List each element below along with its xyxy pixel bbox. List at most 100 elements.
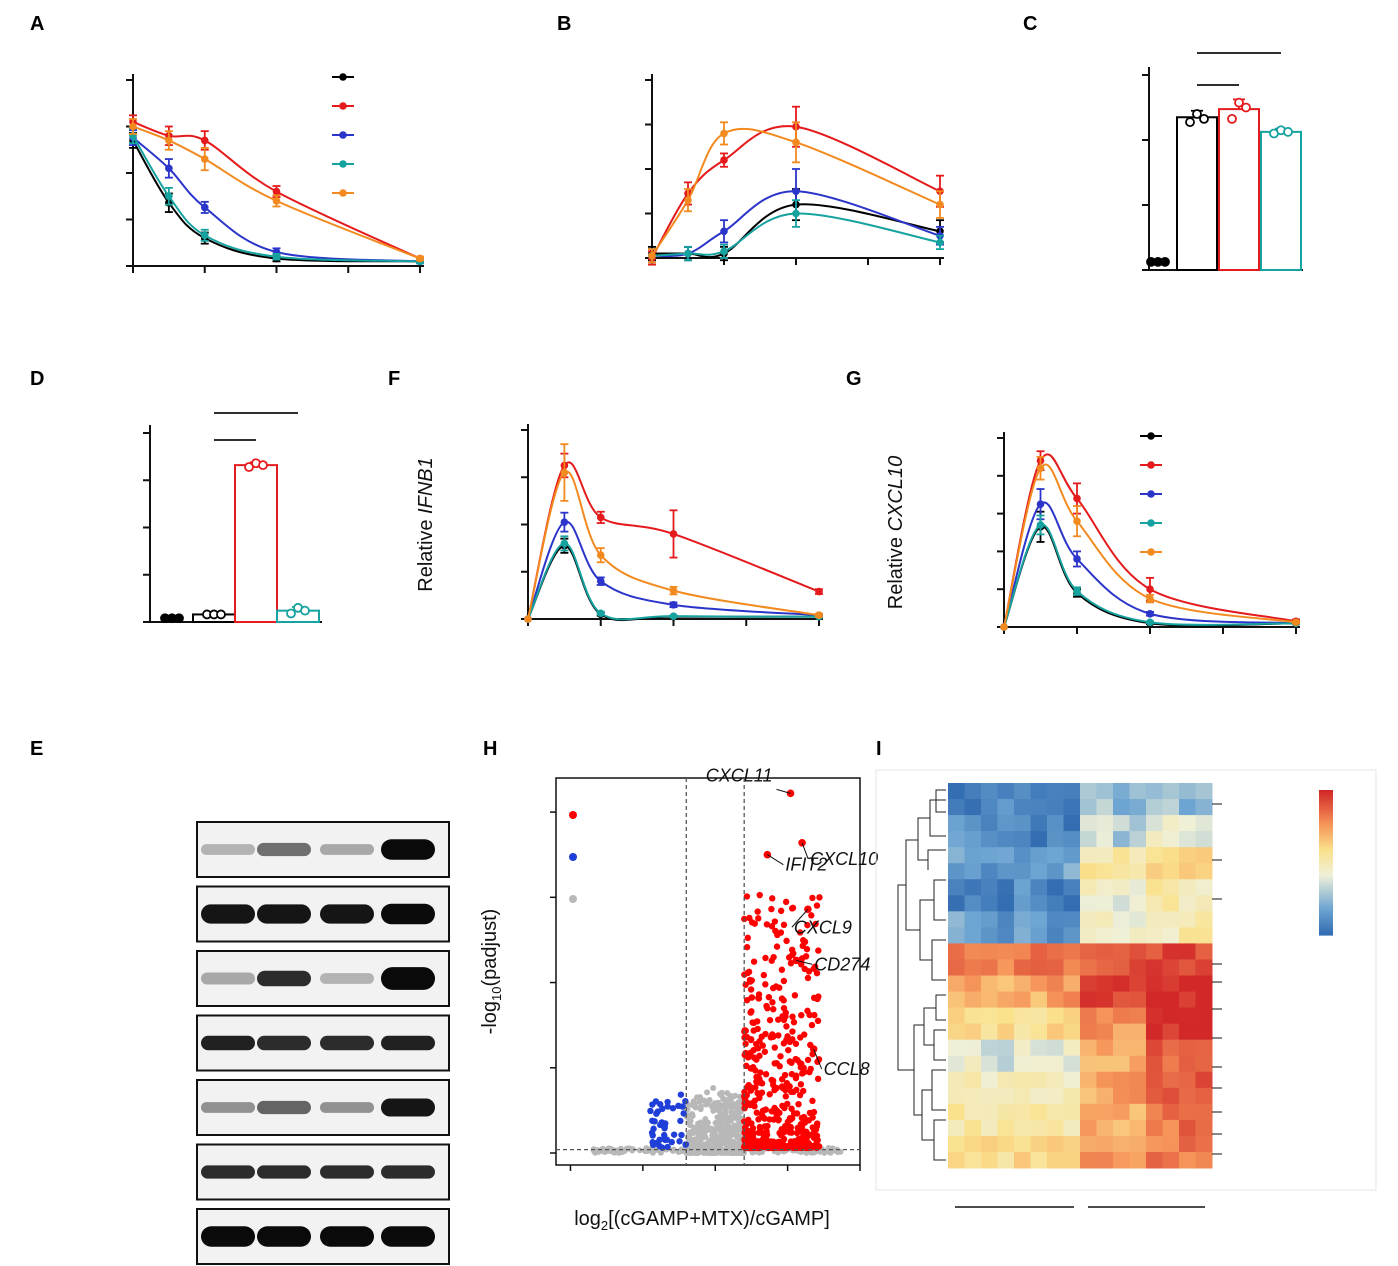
scatter-point-up — [768, 905, 775, 913]
heatmap-cell — [964, 863, 982, 880]
y-axis-label-part-0: -log — [479, 1001, 501, 1034]
heatmap-cell — [948, 879, 965, 896]
scatter-point-up — [771, 918, 779, 925]
scatter-point-up — [780, 1004, 788, 1012]
heatmap-cell — [1162, 1103, 1180, 1121]
heatmap-cell — [1014, 783, 1031, 800]
panel-c-chart — [1142, 52, 1303, 271]
heatmap-cell — [1063, 863, 1081, 880]
heatmap-cell — [1146, 943, 1163, 960]
heatmap-cell — [981, 1023, 998, 1041]
data-point — [648, 251, 656, 260]
scatter-point-up — [814, 1075, 822, 1083]
heatmap-cell — [1030, 991, 1048, 1009]
heatmap-cell — [1146, 1039, 1163, 1057]
heatmap-cell — [1129, 927, 1147, 944]
scatter-point-up — [782, 1093, 790, 1100]
heatmap-cell — [1096, 863, 1114, 880]
data-point — [200, 136, 209, 145]
heatmap-cell — [1113, 815, 1130, 832]
scatter-point-other — [685, 1145, 692, 1152]
scatter-point-up — [796, 929, 804, 936]
scatter-point-up — [773, 1059, 780, 1067]
heatmap-cell — [948, 1071, 965, 1089]
scatter-point-up — [769, 999, 776, 1006]
heatmap-cell — [948, 959, 965, 976]
heatmap-cell — [1179, 1023, 1196, 1041]
scatter-point-up — [780, 977, 788, 985]
heatmap-cell — [1129, 799, 1147, 816]
scatter-point-up — [804, 1056, 812, 1064]
data-point — [1000, 623, 1008, 631]
scatter-point-up — [748, 994, 755, 1001]
dendrogram-branch — [923, 1007, 936, 1046]
heatmap-cell — [981, 1039, 998, 1057]
scatter-point-up — [809, 1097, 816, 1105]
heatmap-cell — [1047, 1055, 1064, 1073]
heatmap-cell — [964, 1087, 982, 1105]
heatmap-cell — [1113, 1151, 1130, 1169]
scatter-point-down — [664, 1098, 671, 1106]
heatmap-cell — [1195, 975, 1213, 993]
scatter-point-up — [788, 1129, 795, 1136]
blot-band — [381, 1165, 435, 1179]
heatmap-cell — [1129, 783, 1147, 800]
scatter-point-up — [813, 969, 821, 977]
colorbar-segment — [1319, 852, 1333, 856]
heatmap-cell — [1063, 975, 1081, 993]
scatter-point-down — [649, 1132, 656, 1139]
heatmap-cell — [1129, 943, 1147, 960]
heatmap-cell — [1113, 1119, 1130, 1137]
data-point — [524, 615, 532, 623]
heatmap-cell — [1047, 815, 1064, 832]
heatmap-cell — [1080, 911, 1097, 928]
heatmap-cell — [1080, 799, 1097, 816]
heatmap-cell — [964, 783, 982, 800]
scatter-point-up — [797, 1143, 804, 1150]
scatter-point-up — [755, 1075, 763, 1082]
heatmap-cell — [1080, 991, 1097, 1009]
heatmap-cell — [1162, 879, 1180, 896]
heatmap-cell — [981, 959, 998, 976]
scatter-point-up — [777, 1053, 784, 1060]
heatmap-cell — [1080, 1135, 1097, 1153]
scatter-point-up — [747, 1087, 755, 1094]
heatmap-cell — [1030, 1135, 1048, 1153]
scatter-point-up — [810, 1108, 818, 1116]
scatter-point-down — [650, 1141, 657, 1149]
heatmap-cell — [1179, 1007, 1196, 1025]
heatmap-cell — [1080, 847, 1097, 864]
scatter-point-up — [747, 1065, 754, 1072]
heatmap-cell — [1162, 783, 1180, 800]
heatmap-cell — [1179, 1103, 1196, 1121]
scatter-point-up — [795, 1135, 802, 1143]
heatmap-cell — [1080, 975, 1097, 993]
scatter-point-up — [762, 1106, 769, 1113]
scatter-point-up — [752, 1084, 759, 1091]
scatter-point-down — [677, 1117, 684, 1125]
scatter-point-other — [716, 1090, 723, 1097]
scatter-point-up — [773, 1084, 780, 1092]
scatter-point-up — [771, 1044, 778, 1051]
scatter-point-up — [789, 1036, 796, 1043]
scatter-point-down — [680, 1110, 687, 1117]
scatter-point-up — [785, 1046, 792, 1054]
heatmap-cell — [1080, 1087, 1097, 1105]
scatter-point-other — [731, 1149, 738, 1156]
heatmap-cell — [997, 1007, 1015, 1025]
scatter-point-other — [723, 1140, 730, 1147]
scatter-point-up — [799, 942, 806, 950]
scatter-point-up — [778, 995, 786, 1002]
data-point — [720, 129, 728, 138]
label-leader — [801, 842, 809, 859]
heatmap-cell — [964, 1071, 982, 1089]
heatmap-cell — [1179, 783, 1196, 800]
heatmap-cell — [1047, 799, 1064, 816]
scatter-point-up — [777, 907, 785, 915]
scatter-point-down — [677, 1091, 685, 1098]
data-point — [300, 605, 310, 616]
heatmap-cell — [964, 1039, 982, 1057]
heatmap-cell — [1113, 959, 1130, 976]
heatmap-cell — [1096, 1055, 1114, 1073]
scatter-point-up — [766, 1116, 773, 1123]
